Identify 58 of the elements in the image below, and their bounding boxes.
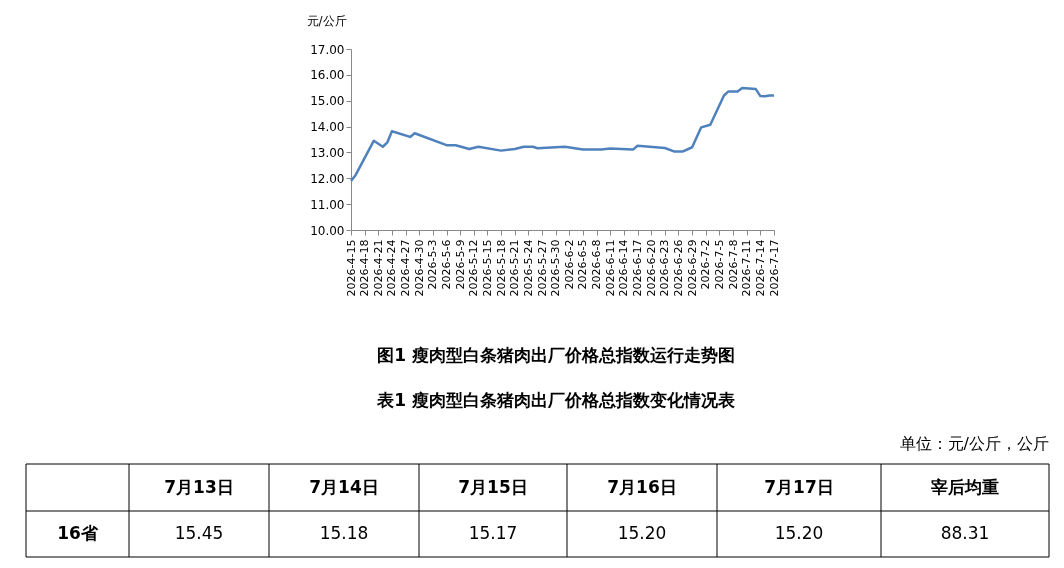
text: 表1 瘦肉型白条猪肉出厂价格总指数变化情况表: [376, 390, 736, 410]
x-tick-label: 2026-5-15: [480, 239, 494, 297]
text: 7月14日: [309, 476, 379, 497]
x-tick-label: 2026-7-5: [712, 239, 726, 290]
text: 15.20: [774, 523, 824, 543]
x-tick-label: 2026-6-8: [590, 239, 604, 290]
x-tick-label: 2026-5-6: [440, 239, 454, 290]
x-tick-label: 2026-4-18: [358, 239, 372, 297]
y-tick-label: 12.00: [310, 171, 345, 186]
x-tick-label: 2026-5-30: [549, 239, 563, 297]
text: 15.20: [617, 523, 667, 543]
text: 单位：元/公斤，公斤: [899, 434, 1049, 453]
text: 图1 瘦肉型白条猪肉出厂价格总指数运行走势图: [377, 345, 735, 365]
x-tick-label: 2026-6-23: [658, 239, 672, 297]
text: 15.18: [319, 523, 369, 543]
x-tick-label: 2026-6-26: [671, 239, 685, 297]
x-tick-label: 2026-6-14: [617, 239, 631, 297]
x-tick-label: 2026-6-5: [576, 239, 590, 290]
x-tick-label: 2026-5-9: [453, 239, 467, 290]
y-tick-label: 16.00: [310, 68, 345, 83]
x-tick-label: 2026-5-27: [535, 239, 549, 297]
x-tick-label: 2026-5-24: [521, 239, 535, 297]
x-tick-label: 2026-6-20: [644, 239, 658, 297]
x-tick-label: 2026-7-11: [740, 239, 754, 297]
y-axis-title: 元/公斤: [306, 13, 347, 28]
x-tick-label: 2026-5-21: [508, 239, 522, 297]
x-tick-label: 2026-4-21: [371, 239, 385, 297]
x-tick-label: 2026-7-14: [753, 239, 767, 297]
y-tick-label: 11.00: [310, 197, 345, 212]
text: 16省: [57, 523, 99, 543]
y-tick-label: 14.00: [310, 120, 345, 135]
text: 7月15日: [458, 476, 528, 497]
text: 15.17: [468, 523, 518, 543]
y-tick-label: 13.00: [310, 145, 345, 160]
x-tick-label: 2026-7-2: [699, 239, 713, 290]
y-tick-label: 15.00: [310, 94, 345, 109]
x-tick-label: 2026-4-30: [412, 239, 426, 297]
x-tick-label: 2026-5-3: [426, 239, 440, 290]
text: 7月13日: [164, 476, 234, 497]
x-tick-label: 2026-6-2: [562, 239, 576, 290]
x-tick-label: 2026-4-24: [385, 239, 399, 297]
text: 15.45: [174, 523, 224, 543]
y-tick-label: 10.00: [310, 223, 345, 238]
text: 7月16日: [607, 476, 677, 497]
x-tick-label: 2026-6-29: [685, 239, 699, 297]
x-tick-label: 2026-6-17: [631, 239, 645, 297]
y-tick-label: 17.00: [310, 42, 345, 57]
line-series: [349, 86, 776, 183]
x-tick-label: 2026-5-12: [467, 239, 481, 297]
text: 宰后均重: [931, 476, 999, 497]
x-tick-label: 2026-5-18: [494, 239, 508, 297]
x-tick-label: 2026-4-15: [344, 239, 358, 297]
x-tick-label: 2026-6-11: [603, 239, 617, 297]
text: 7月17日: [764, 476, 834, 497]
x-tick-label: 2026-7-17: [767, 239, 781, 297]
x-tick-label: 2026-7-8: [726, 239, 740, 290]
x-tick-label: 2026-4-27: [399, 239, 413, 297]
text: 88.31: [940, 523, 990, 543]
